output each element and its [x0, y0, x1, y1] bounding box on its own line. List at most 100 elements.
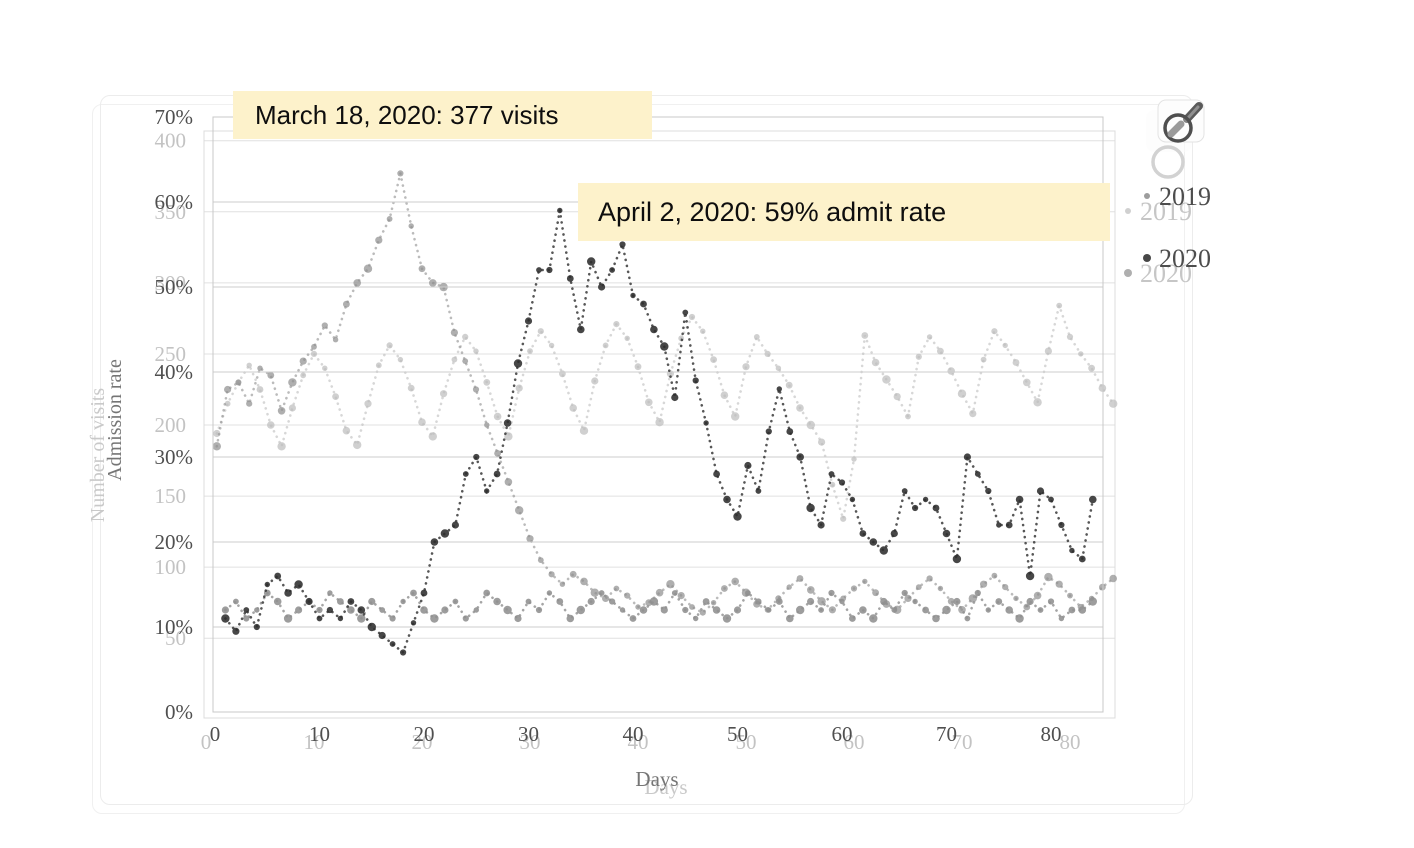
- data-point: [243, 607, 250, 613]
- data-point: [915, 584, 922, 590]
- data-point: [514, 614, 522, 623]
- y-tick-label: 40%: [155, 360, 194, 384]
- data-point: [462, 333, 469, 340]
- data-point: [713, 470, 720, 478]
- series-admission-rate-2020: [221, 207, 1097, 656]
- data-point: [526, 535, 534, 543]
- data-point: [400, 598, 406, 605]
- data-point: [524, 317, 533, 325]
- data-point: [408, 223, 414, 229]
- annotation-april-text: April 2, 2020: 59% admit rate: [598, 196, 947, 227]
- x-tick-label: 0: [201, 730, 212, 754]
- data-point: [580, 577, 588, 586]
- y-tick-label: 30%: [155, 445, 194, 469]
- data-point: [1055, 580, 1063, 588]
- legend-marker: [1124, 269, 1132, 277]
- data-point: [267, 371, 275, 379]
- data-point: [1068, 606, 1076, 614]
- x-tick-label: 60: [844, 730, 865, 754]
- data-point: [765, 428, 772, 435]
- data-point: [980, 580, 988, 588]
- data-point: [755, 598, 762, 605]
- data-point: [337, 598, 344, 605]
- x-tick-label: 40: [628, 730, 649, 754]
- data-point: [786, 428, 794, 435]
- data-point: [347, 606, 355, 614]
- data-point: [559, 370, 566, 378]
- zoom-tool-icon[interactable]: [1140, 94, 1218, 198]
- data-point: [1099, 583, 1106, 591]
- data-point: [991, 572, 998, 579]
- data-point: [337, 615, 344, 622]
- data-point: [1058, 615, 1065, 622]
- data-point: [721, 585, 728, 592]
- data-point: [602, 342, 609, 349]
- data-point: [1023, 378, 1031, 387]
- data-point: [420, 589, 428, 597]
- data-point: [817, 521, 825, 529]
- data-point: [375, 362, 382, 369]
- data-point: [1069, 547, 1075, 554]
- data-point: [953, 597, 961, 606]
- data-point: [932, 614, 940, 623]
- data-point: [363, 264, 373, 273]
- data-point: [796, 453, 804, 461]
- data-point: [882, 375, 891, 384]
- data-point: [483, 589, 491, 597]
- data-point: [639, 606, 648, 614]
- data-point: [742, 363, 750, 371]
- data-point: [322, 365, 328, 371]
- data-point: [386, 342, 393, 349]
- data-point: [817, 597, 826, 606]
- data-point: [598, 590, 605, 596]
- data-point: [1088, 597, 1098, 606]
- data-point: [682, 606, 689, 614]
- legend-label: 2019: [1159, 182, 1211, 211]
- data-point: [775, 598, 783, 605]
- data-point: [503, 605, 512, 615]
- data-point: [985, 607, 991, 613]
- data-point: [327, 590, 333, 596]
- data-point: [947, 367, 955, 375]
- data-point: [957, 389, 967, 398]
- data-point: [233, 598, 239, 605]
- data-point: [503, 419, 512, 427]
- data-point: [796, 404, 804, 412]
- data-point: [645, 398, 653, 407]
- data-point: [452, 598, 459, 605]
- y-tick-label: 60%: [155, 190, 194, 214]
- data-point: [342, 426, 351, 435]
- x-tick-label: 80: [1041, 722, 1062, 746]
- data-point: [1089, 495, 1097, 504]
- data-point: [775, 365, 782, 371]
- data-point: [1026, 597, 1034, 606]
- number-of-visits-y-axis-title: Number of visits: [87, 388, 109, 523]
- data-point: [598, 283, 606, 291]
- data-point: [1033, 591, 1042, 600]
- data-point: [515, 384, 523, 392]
- data-point: [484, 422, 490, 428]
- number-of-visits-y-axis-ticks: 50 100 150 200 250 300 350 400: [155, 129, 187, 650]
- data-point: [828, 606, 837, 614]
- data-point: [1098, 384, 1107, 392]
- data-point: [537, 328, 544, 335]
- data-point: [243, 615, 250, 622]
- data-point: [995, 598, 1003, 605]
- data-point: [806, 420, 815, 430]
- data-point: [619, 607, 626, 613]
- data-point: [952, 554, 962, 564]
- data-point: [1005, 521, 1013, 529]
- data-point: [566, 275, 574, 282]
- data-point: [321, 322, 328, 329]
- data-point: [969, 410, 977, 418]
- data-point: [1005, 606, 1013, 614]
- data-point: [224, 385, 232, 394]
- data-point: [764, 350, 771, 357]
- data-point: [450, 329, 458, 337]
- data-point: [915, 353, 922, 360]
- data-point: [700, 328, 706, 334]
- x-tick-label: 70: [936, 722, 957, 746]
- data-point: [246, 362, 252, 368]
- data-point: [1037, 607, 1044, 613]
- data-point: [274, 572, 282, 580]
